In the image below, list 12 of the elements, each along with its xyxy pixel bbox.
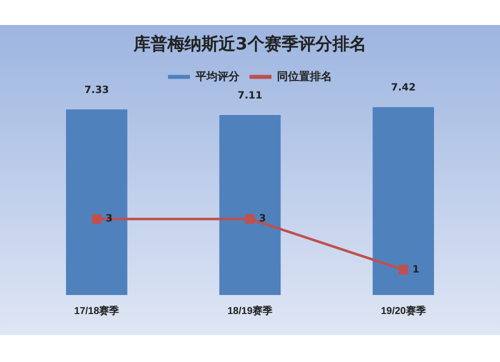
data-label: 7.42 xyxy=(390,82,416,94)
data-label: 3 xyxy=(106,214,113,225)
x-tick-label: 19/20赛季 xyxy=(380,304,427,317)
data-label: 1 xyxy=(412,264,420,276)
data-label: 7.33 xyxy=(84,84,110,96)
legend-label: 平均评分 xyxy=(194,70,240,83)
chart-title: 库普梅纳斯近3个赛季评分排名 xyxy=(132,34,366,55)
legend-label: 同位置排名 xyxy=(277,70,332,83)
x-tick-label: 17/18赛季 xyxy=(74,304,120,317)
data-label: 7.11 xyxy=(238,90,262,102)
data-label: 3 xyxy=(259,214,266,225)
x-tick-label: 18/19赛季 xyxy=(227,304,274,317)
